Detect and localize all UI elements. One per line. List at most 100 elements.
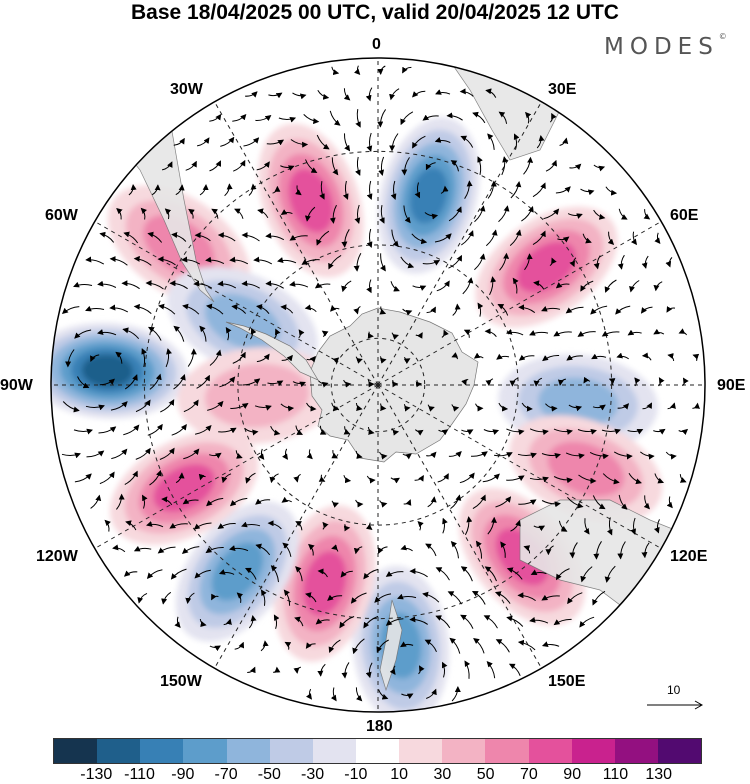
wind-arrow	[495, 496, 512, 508]
wind-arrow	[365, 522, 373, 531]
wind-arrow	[232, 351, 246, 364]
wind-arrow	[73, 281, 93, 288]
wind-arrow	[169, 522, 188, 529]
wind-arrow	[472, 111, 486, 124]
wind-arrow	[489, 276, 497, 296]
colorbar-swatch	[571, 739, 615, 763]
wind-arrow	[403, 205, 411, 224]
wind-arrow	[280, 209, 293, 215]
wind-arrow	[123, 570, 138, 577]
wind-arrow	[532, 230, 546, 246]
wind-arrow	[518, 354, 535, 361]
wind-arrow	[303, 114, 320, 125]
meridian-line	[377, 384, 542, 669]
wind-arrow	[569, 542, 578, 559]
wind-arrow	[475, 403, 484, 412]
wind-arrow	[149, 373, 162, 390]
wind-arrow	[278, 116, 297, 123]
wind-arrow	[569, 257, 577, 268]
wind-arrow	[500, 541, 507, 558]
wind-arrow	[414, 182, 421, 199]
wind-arrow	[533, 377, 543, 387]
wind-arrow	[487, 516, 497, 535]
reference-vector-label: 10	[667, 683, 681, 697]
wind-arrow	[187, 348, 197, 367]
label-lon-120w: 120W	[36, 548, 78, 565]
wind-arrow	[298, 329, 305, 339]
meridian-line	[94, 384, 379, 549]
wind-arrow	[557, 378, 566, 386]
wind-arrow	[234, 641, 245, 650]
wind-arrow	[665, 257, 673, 268]
wind-arrow	[61, 452, 81, 459]
wind-arrow	[295, 566, 303, 582]
wind-arrow	[330, 305, 340, 312]
wind-arrow	[205, 256, 225, 265]
wind-arrow	[640, 306, 653, 314]
wind-arrow	[450, 160, 459, 172]
latitude-circle	[237, 244, 519, 526]
wind-arrow	[272, 185, 281, 194]
reference-arrow-icon	[647, 700, 704, 710]
colorbar-swatch	[269, 739, 313, 763]
wind-arrow	[209, 349, 222, 366]
wind-arrow	[339, 616, 355, 629]
wind-arrow	[412, 135, 426, 149]
wind-arrow	[280, 165, 295, 171]
wind-arrow	[366, 279, 372, 294]
wind-arrow	[282, 542, 292, 557]
wind-arrow	[460, 566, 473, 582]
wind-arrow	[374, 593, 392, 603]
wind-arrow	[319, 425, 327, 435]
wind-arrow	[165, 348, 172, 368]
wind-arrow	[389, 665, 396, 676]
wind-arrow	[85, 404, 105, 411]
wind-arrow	[506, 428, 525, 436]
wind-arrow	[517, 639, 536, 651]
wind-arrow	[355, 450, 363, 459]
wind-arrow	[331, 450, 338, 459]
wind-arrow	[424, 639, 437, 652]
wind-arrow	[318, 380, 329, 388]
wind-arrow	[658, 377, 665, 387]
wind-arrow	[151, 184, 161, 196]
wind-arrow	[415, 380, 422, 388]
wind-arrow	[327, 594, 343, 601]
wind-arrow	[494, 591, 511, 604]
wind-arrow	[549, 257, 557, 267]
wind-arrow	[628, 472, 642, 485]
wind-arrow	[304, 304, 317, 313]
wind-arrow	[461, 378, 469, 386]
wind-arrow	[343, 88, 351, 101]
wind-arrow	[604, 565, 616, 583]
wind-arrow	[541, 452, 561, 459]
wind-arrow	[452, 303, 461, 316]
wind-arrow	[137, 592, 148, 604]
wind-arrow	[617, 541, 626, 560]
wind-arrow	[85, 305, 105, 312]
label-lon-60w: 60W	[45, 207, 78, 224]
wind-arrow	[517, 452, 537, 459]
wind-arrow	[518, 499, 537, 506]
wind-arrow	[427, 496, 437, 508]
wind-arrow	[194, 569, 211, 579]
wind-arrow	[483, 429, 500, 435]
wind-arrow	[211, 208, 219, 219]
colorbar-swatch	[355, 739, 400, 763]
colorbar-tick-label: 50	[476, 766, 495, 783]
wind-arrow	[592, 590, 606, 606]
wind-arrow	[565, 306, 584, 314]
wind-arrow	[342, 180, 349, 200]
wind-arrow	[254, 405, 272, 411]
wind-arrow	[580, 188, 595, 196]
meridian-line	[214, 384, 379, 669]
wind-arrow	[402, 453, 412, 460]
wind-arrow	[199, 618, 207, 627]
anomaly-contour	[409, 167, 448, 224]
wind-arrow	[448, 254, 462, 269]
wind-arrow	[199, 325, 207, 342]
wind-arrow	[510, 181, 522, 199]
wind-arrow	[447, 591, 462, 605]
wind-arrow	[403, 404, 411, 412]
wind-arrow	[140, 207, 148, 220]
